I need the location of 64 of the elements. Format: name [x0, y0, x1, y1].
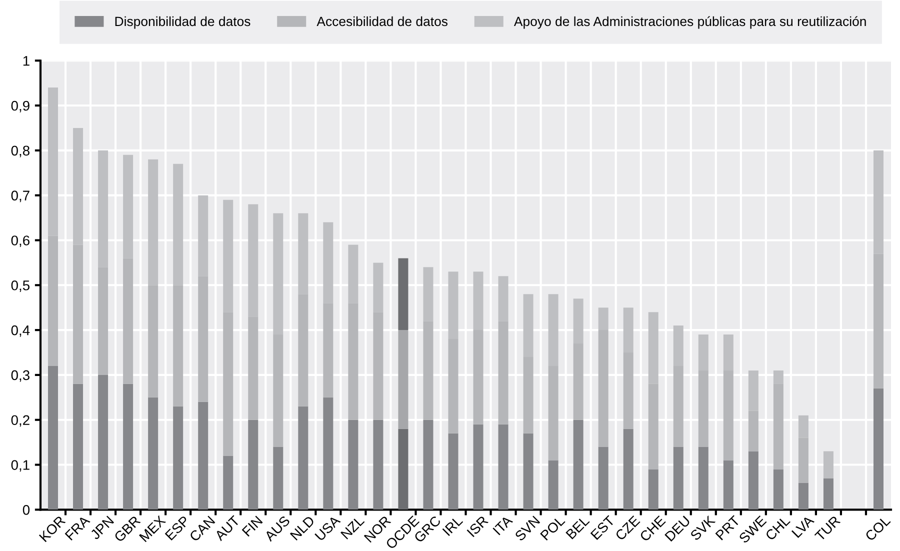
bar [773, 469, 784, 510]
bar [523, 433, 534, 510]
bar [73, 384, 84, 510]
bar [148, 397, 158, 510]
legend-label: Accesibilidad de datos [316, 16, 448, 26]
legend-label: Disponibilidad de datos [115, 16, 250, 29]
y-tick-label: 0,7 [11, 190, 30, 202]
y-tick-label: 1 [23, 56, 30, 66]
bar [323, 397, 334, 510]
bar [223, 456, 234, 510]
x-tick-label: NZL [340, 515, 365, 540]
y-tick-label: 0,3 [11, 370, 30, 382]
bar [248, 420, 258, 510]
bar [98, 374, 108, 510]
bar [573, 420, 584, 510]
bar [348, 420, 358, 510]
bar [298, 406, 308, 510]
bar [373, 420, 384, 510]
y-tick-label: 0 [22, 505, 30, 515]
bar [723, 460, 734, 510]
x-tick-label: BEL [566, 515, 590, 540]
bar [398, 428, 408, 510]
bar [748, 451, 758, 510]
y-tick-label: 0,6 [11, 236, 30, 248]
bar [398, 330, 408, 429]
x-tick-label: FIN [242, 516, 263, 537]
y-tick-label: 0,8 [11, 146, 30, 158]
x-tick-label: POL [540, 515, 566, 541]
bar [698, 446, 708, 510]
bar [273, 446, 284, 510]
x-tick-label: ITA [492, 514, 514, 536]
y-tick-label: 0,5 [11, 280, 30, 292]
bar [123, 384, 134, 510]
x-tick-label: ISR [466, 515, 489, 538]
bar [873, 388, 884, 510]
x-tick-label: IRL [442, 515, 464, 536]
x-tick-label: FRA [64, 514, 90, 540]
legend-label: Apoyo de las Administraciones públicas para su reutilización [514, 16, 866, 29]
x-tick-label: JPN [90, 516, 114, 540]
bar [398, 258, 408, 330]
x-tick-label: LVA [791, 514, 815, 538]
bar [448, 433, 458, 510]
y-tick-label: 0,2 [11, 415, 30, 427]
bar [423, 420, 434, 510]
y-tick-label: 0,4 [11, 325, 30, 337]
bar [798, 482, 808, 510]
y-tick-label: 0,9 [11, 100, 30, 112]
x-tick-label: COL [864, 515, 891, 542]
x-tick-label: USA [314, 514, 341, 542]
bar [173, 406, 184, 510]
bar [623, 428, 634, 510]
bar [598, 446, 608, 510]
bar [548, 460, 558, 510]
bar [673, 446, 684, 510]
bar [473, 424, 484, 510]
bar [498, 424, 508, 510]
x-tick-label: NLD [290, 515, 316, 540]
bar [823, 478, 834, 510]
bar [48, 366, 58, 510]
x-tick-label: TUR [814, 515, 841, 542]
y-tick-label: 0,1 [11, 460, 30, 472]
bar [648, 469, 658, 510]
bar [198, 402, 208, 510]
bar [823, 451, 834, 478]
